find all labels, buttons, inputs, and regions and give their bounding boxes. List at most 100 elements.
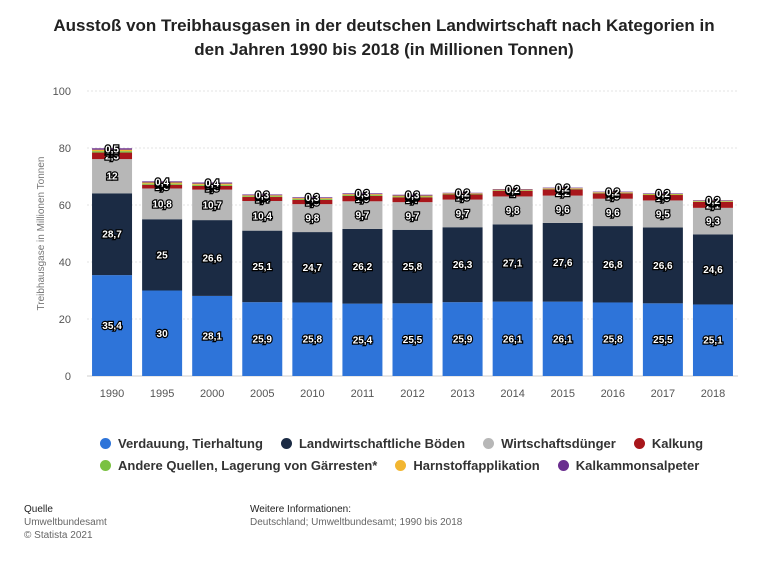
info-heading: Weitere Informationen: — [250, 504, 351, 515]
bar-segment — [692, 207, 733, 235]
source-name: Umweltbundesamt — [24, 517, 107, 528]
bar-segment — [542, 188, 583, 189]
bar-segment — [92, 159, 133, 194]
x-tick-label: 2010 — [300, 388, 324, 400]
bar-segment — [342, 193, 383, 195]
bar-segment — [392, 303, 433, 376]
bar-segment — [642, 193, 683, 195]
bar-data-label: 25,5 — [653, 335, 673, 346]
bar-data-label: 0,5 — [105, 144, 119, 155]
bar-data-label: 0,2 — [506, 185, 520, 196]
legend: Verdauung, Tierhaltung Landwirtschaftlic… — [100, 432, 703, 476]
bar-segment — [242, 195, 283, 197]
source-block: Quelle Umweltbundesamt © Statista 2021 — [24, 503, 107, 542]
bar-data-label: 0,2 — [606, 189, 620, 200]
bar-segment — [592, 192, 633, 193]
bar-segment — [542, 195, 583, 223]
bar-segment — [592, 302, 633, 376]
legend-item-verdauung[interactable]: Verdauung, Tierhaltung — [100, 436, 263, 451]
bar-data-label: 2 — [510, 189, 516, 200]
legend-dot-icon — [633, 437, 645, 449]
x-tick-label: 1995 — [150, 388, 174, 400]
bar-segment — [692, 200, 733, 201]
bar-segment — [142, 184, 183, 189]
legend-item-wirtschaftsduenger[interactable]: Wirtschaftsdünger — [483, 436, 616, 451]
bar-segment — [642, 194, 683, 196]
bar-data-label: 0,2 — [706, 197, 720, 208]
legend-item-harnstoff[interactable]: Harnstoffapplikation — [395, 458, 540, 473]
bar-segment — [592, 193, 633, 199]
x-tick-label: 2011 — [351, 388, 375, 400]
bar-segment — [442, 192, 483, 194]
bar-segment — [642, 200, 683, 228]
bar-segment — [442, 193, 483, 194]
bar-data-label: 0,3 — [305, 195, 319, 206]
bar-segment — [592, 191, 633, 193]
bar-segment — [692, 200, 733, 202]
x-tick-label: 2018 — [701, 388, 725, 400]
bar-data-label: 0,2 — [606, 187, 620, 198]
bar-segment — [642, 303, 683, 376]
bar-data-label: 10,8 — [152, 199, 172, 210]
x-tick-label: 2000 — [200, 388, 224, 400]
bar-data-label: 0,2 — [506, 186, 520, 197]
bar-segment — [492, 224, 533, 302]
bar-data-label: 0,3 — [355, 189, 369, 200]
bar-segment — [442, 302, 483, 376]
bar-data-label: 0,3 — [406, 191, 420, 202]
y-tick-label: 0 — [65, 371, 71, 383]
bar-data-label: 25,8 — [303, 335, 323, 346]
bar-segment — [342, 195, 383, 196]
bar-segment — [192, 183, 233, 185]
legend-dot-icon — [280, 437, 292, 449]
bar-segment — [492, 196, 533, 225]
bar-segment — [192, 295, 233, 376]
bar-data-label: 0,4 — [155, 177, 169, 188]
legend-label: Andere Quellen, Lagerung von Gärresten* — [118, 457, 378, 473]
bar-segment — [442, 199, 483, 228]
bar-data-label: 26,6 — [653, 261, 673, 272]
bar-segment — [542, 187, 583, 189]
bar-data-label: 0,3 — [255, 191, 269, 202]
bar-segment — [542, 188, 583, 190]
bar-data-label: 0,3 — [305, 194, 319, 205]
bar-segment — [92, 275, 133, 376]
bar-segment — [242, 230, 283, 303]
bar-segment — [592, 226, 633, 303]
bar-data-label: 25,9 — [453, 335, 473, 346]
bar-data-label: 0,3 — [406, 192, 420, 203]
bar-segment — [142, 290, 183, 376]
legend-label: Verdauung, Tierhaltung — [118, 435, 263, 451]
bar-data-label: 0,4 — [205, 179, 219, 190]
chart-title: Ausstoß von Treibhausgasen in der deutsc… — [40, 14, 728, 62]
bar-segment — [642, 195, 683, 201]
legend-dot-icon — [100, 459, 111, 471]
bar-data-label: 0,2 — [656, 189, 670, 200]
stacked-bar-chart: 0 20 40 60 80 100 Treibhausgase in Millionen T… — [36, 86, 738, 400]
bar-data-label: 1,9 — [355, 194, 369, 205]
legend-item-kalkammonsalpeter[interactable]: Kalkammonsalpeter — [557, 457, 700, 473]
bar-data-label: 28,7 — [102, 230, 122, 241]
bar-data-label: 28,1 — [202, 331, 222, 342]
bar-segment — [492, 189, 533, 191]
legend-item-andere-quellen[interactable]: Andere Quellen, Lagerung von Gärresten* — [100, 458, 377, 473]
bar-segment — [692, 234, 733, 305]
bar-segment — [192, 185, 233, 190]
bar-segment — [142, 182, 183, 184]
bar-segment — [142, 181, 183, 183]
bar-segment — [342, 303, 383, 376]
x-tick-label: 1990 — [100, 388, 124, 400]
legend-item-boeden[interactable]: Landwirtschaftliche Böden — [280, 436, 465, 451]
bar-data-label: 9,6 — [606, 208, 620, 219]
legend-item-kalkung[interactable]: Kalkung — [633, 436, 703, 451]
bar-data-label: 0,3 — [255, 190, 269, 201]
legend-label: Kalkammonsalpeter — [575, 457, 700, 473]
bar-data-label: 26,3 — [453, 260, 473, 271]
source-heading: Quelle — [24, 504, 53, 515]
bar-segment — [392, 229, 433, 304]
bar-data-label: 0,2 — [456, 189, 470, 200]
bar-segment — [292, 197, 333, 199]
bar-data-label: 0,5 — [105, 146, 119, 157]
bar-data-label: 25,1 — [253, 262, 273, 273]
legend-dot-icon — [483, 437, 495, 449]
